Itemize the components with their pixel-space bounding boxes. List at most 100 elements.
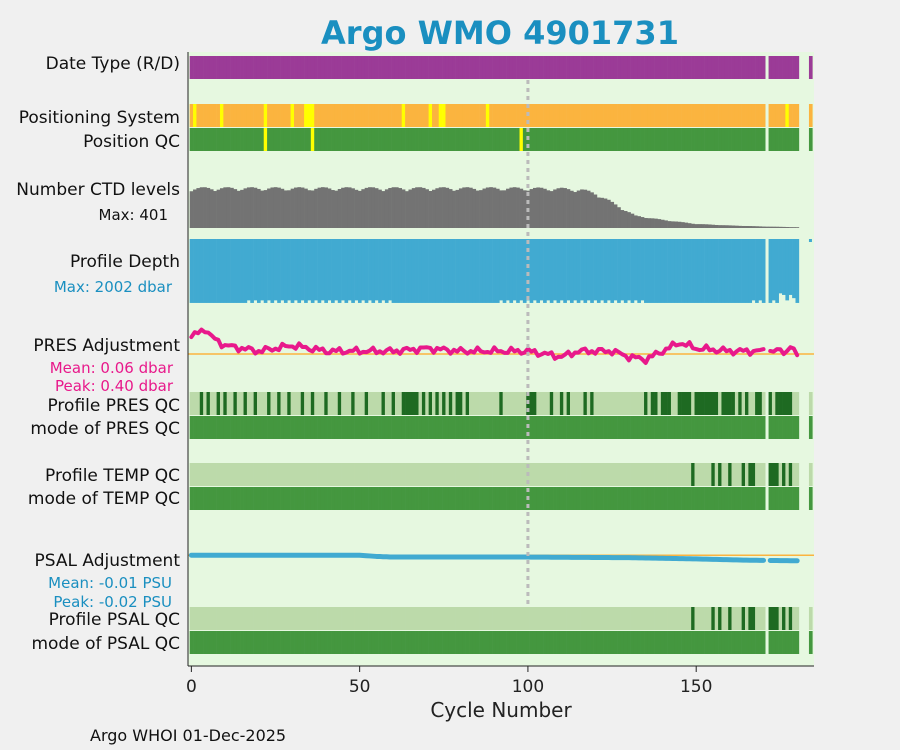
mode-psal-qc-bar-cycle-74 [438,631,443,654]
mode-psal-qc-bar-cycle-83 [469,631,473,654]
profile-temp-qc-bar-cycle-20 [256,463,261,486]
profile-pres-qc-bar-cycle-142 [667,392,672,415]
positioning-bar-cycle-57 [381,104,386,127]
ctd-level-bar-96 [512,187,517,228]
profile-temp-qc-bar-cycle-13 [233,463,238,486]
date-type-bar-cycle-48 [351,56,355,79]
positioning-bar-cycle-54 [371,104,376,127]
position-qc-bar-cycle-71 [428,128,433,151]
mode-temp-qc-bar-cycle-159 [724,487,729,510]
position-qc-bar-cycle-135 [644,128,648,151]
date-type-bar-cycle-60 [391,56,396,79]
positioning-bar-cycle-111 [563,104,567,127]
profile-depth-bar-123 [603,239,608,303]
profile-pres-qc-bar-cycle-145 [677,392,682,415]
positioning-bar-cycle-20 [256,104,261,127]
date-type-bar-cycle-25 [273,56,278,79]
mode-psal-qc-bar-cycle-6 [209,631,214,654]
mode-psal-qc-bar-cycle-86 [479,631,483,654]
mode-temp-qc-bar-cycle-15 [240,487,244,510]
profile-depth-bar-53 [368,239,372,301]
ctd-level-bar-64 [405,191,409,228]
mode-pres-qc-bar-cycle-139 [657,416,662,439]
mode-temp-qc-bar-cycle-136 [647,487,652,510]
position-qc-bar-cycle-24 [270,128,275,151]
position-qc-bar-cycle-160 [728,128,732,151]
positioning-bar-cycle-184 [808,104,813,127]
ctd-level-bar-141 [664,220,668,228]
position-qc-bar-cycle-150 [694,128,699,151]
position-qc-bar-cycle-95 [509,128,514,151]
mode-pres-qc-bar-cycle-95 [509,416,514,439]
profile-depth-bar-106 [546,239,551,301]
profile-temp-qc-bar-cycle-159 [724,463,729,486]
profile-temp-qc-bar-cycle-133 [637,463,641,486]
profile-depth-bar-121 [596,239,601,303]
profile-pres-qc-bar-cycle-123 [603,392,608,415]
profile-pres-qc-bar-cycle-3 [199,392,204,415]
position-qc-bar-cycle-38 [317,128,322,151]
positioning-bar-cycle-17 [246,104,251,127]
mode-psal-qc-bar-cycle-164 [741,631,746,654]
profile-psal-qc-bar-cycle-114 [573,607,578,630]
mode-pres-qc-bar-cycle-174 [775,416,779,439]
ctd-level-bar-26 [277,187,281,228]
position-qc-bar-cycle-112 [566,128,571,151]
position-qc-bar-cycle-110 [559,128,564,151]
profile-temp-qc-bar-cycle-151 [697,463,702,486]
date-type-bar-cycle-17 [246,56,251,79]
profile-depth-bar-131 [630,239,635,303]
profile-depth-bar-3 [199,239,204,303]
mode-temp-qc-bar-cycle-137 [650,487,655,510]
positioning-bar-cycle-176 [782,104,786,127]
positioning-bar-cycle-80 [458,104,463,127]
mode-temp-qc-bar-cycle-8 [216,487,221,510]
ctd-level-bar-13 [233,189,238,228]
profile-depth-bar-178 [788,239,793,295]
ctd-level-bar-155 [711,224,716,228]
profile-psal-qc-bar-cycle-7 [213,607,217,630]
profile-depth-bar-79 [455,239,460,303]
mode-temp-qc-bar-cycle-71 [428,487,433,510]
ctd-level-bar-175 [778,226,783,228]
positioning-bar-cycle-28 [283,104,288,127]
positioning-bar-cycle-49 [354,104,359,127]
position-qc-bar-cycle-163 [738,128,742,151]
profile-pres-qc-bar-cycle-81 [462,392,466,415]
mode-pres-qc-bar-cycle-111 [563,416,567,439]
ctd-level-bar-167 [751,226,756,228]
position-qc-bar-cycle-63 [401,128,406,151]
mode-pres-qc-bar-cycle-28 [283,416,288,439]
mode-temp-qc-bar-cycle-94 [506,487,510,510]
positioning-bar-cycle-129 [623,104,628,127]
mode-temp-qc-bar-cycle-43 [334,487,339,510]
mode-psal-qc-bar-cycle-106 [546,631,551,654]
profile-depth-bar-111 [563,239,567,303]
position-qc-bar-cycle-101 [529,128,534,151]
profile-temp-qc-bar-cycle-44 [337,463,342,486]
mode-pres-qc-bar-cycle-145 [677,416,682,439]
positioning-bar-cycle-82 [465,104,470,127]
profile-temp-qc-bar-cycle-47 [347,463,352,486]
ctd-level-bar-159 [724,225,729,228]
date-type-bar-cycle-7 [213,56,217,79]
mode-psal-qc-bar-cycle-152 [701,631,705,654]
position-qc-bar-cycle-86 [479,128,483,151]
mode-psal-qc-bar-cycle-138 [654,631,658,654]
profile-psal-qc-bar-cycle-89 [489,607,493,630]
mode-pres-qc-bar-cycle-7 [213,416,217,439]
positioning-bar-cycle-108 [553,104,557,127]
date-type-bar-cycle-5 [206,56,211,79]
profile-temp-qc-bar-cycle-31 [294,463,298,486]
profile-psal-qc-bar-cycle-131 [630,607,635,630]
profile-temp-qc-bar-cycle-63 [401,463,406,486]
profile-psal-qc-bar-cycle-43 [334,607,339,630]
position-qc-bar-cycle-91 [495,128,500,151]
profile-pres-qc-bar-cycle-22 [263,392,268,415]
profile-psal-qc-bar-cycle-10 [223,607,228,630]
profile-depth-bar-155 [711,239,716,303]
positioning-bar-cycle-37 [314,104,318,127]
position-qc-bar-cycle-96 [512,128,517,151]
profile-depth-bar-125 [610,239,615,303]
position-qc-bar-cycle-79 [455,128,460,151]
